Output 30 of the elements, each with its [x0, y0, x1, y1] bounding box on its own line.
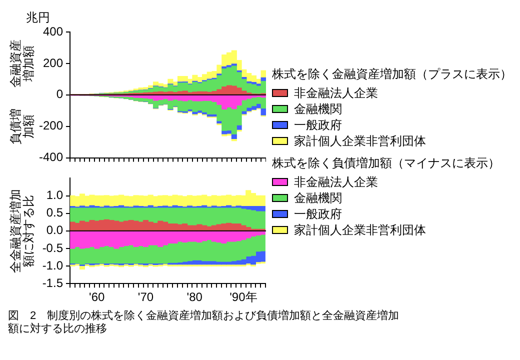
y-axis-title: 全金融資産増加額に対する比 — [8, 188, 36, 273]
y-tick-label: 400 — [42, 24, 64, 38]
text: 金融資産増加額 — [8, 39, 36, 88]
legend-label: 家計個人企業非営利団体 — [294, 222, 426, 238]
x-tick-label: '70 — [138, 290, 154, 304]
legend-title: 株式を除く金融資産増加額（プラスに表示） — [272, 66, 512, 83]
legend-label: 金融機関 — [294, 100, 342, 118]
legend-label: 一般政府 — [294, 206, 342, 222]
x-tick-label: '60 — [89, 290, 106, 304]
y-tick-label: -400 — [38, 150, 64, 164]
legend-label: 非金融法人企業 — [294, 174, 378, 190]
y-tick-label: 200 — [42, 56, 64, 70]
y-axis-title: 兆円 — [26, 10, 50, 24]
y-tick-label: -0.5 — [42, 240, 64, 255]
y-tick-label: -1.0 — [42, 258, 64, 272]
y-tick-label: 1.0 — [46, 188, 64, 202]
x-tick-label: '90年 — [230, 290, 258, 304]
y-tick-label: 0.5 — [46, 206, 64, 220]
legend-label: 非金融法人企業 — [294, 84, 378, 102]
x-tick-label: '80 — [186, 290, 203, 304]
y-tick-label: 0 — [56, 87, 64, 102]
y-tick-label: -1.5 — [42, 276, 64, 290]
text: 負債増加額 — [8, 108, 36, 144]
y-tick-label: 0.0 — [46, 223, 64, 238]
caption: 図 2 制度別の株式を除く金融資産増加額および負債増加額と全金融資産増加額に対する比の推移 — [8, 310, 400, 336]
text: 株式を除く負債増加額（マイナスに表示） — [272, 155, 501, 172]
legend-label: 一般政府 — [294, 116, 342, 134]
legend-label: 家計個人企業非営利団体 — [294, 132, 426, 150]
legend-label: 金融機関 — [294, 190, 342, 206]
y-tick-label: -200 — [38, 118, 64, 133]
